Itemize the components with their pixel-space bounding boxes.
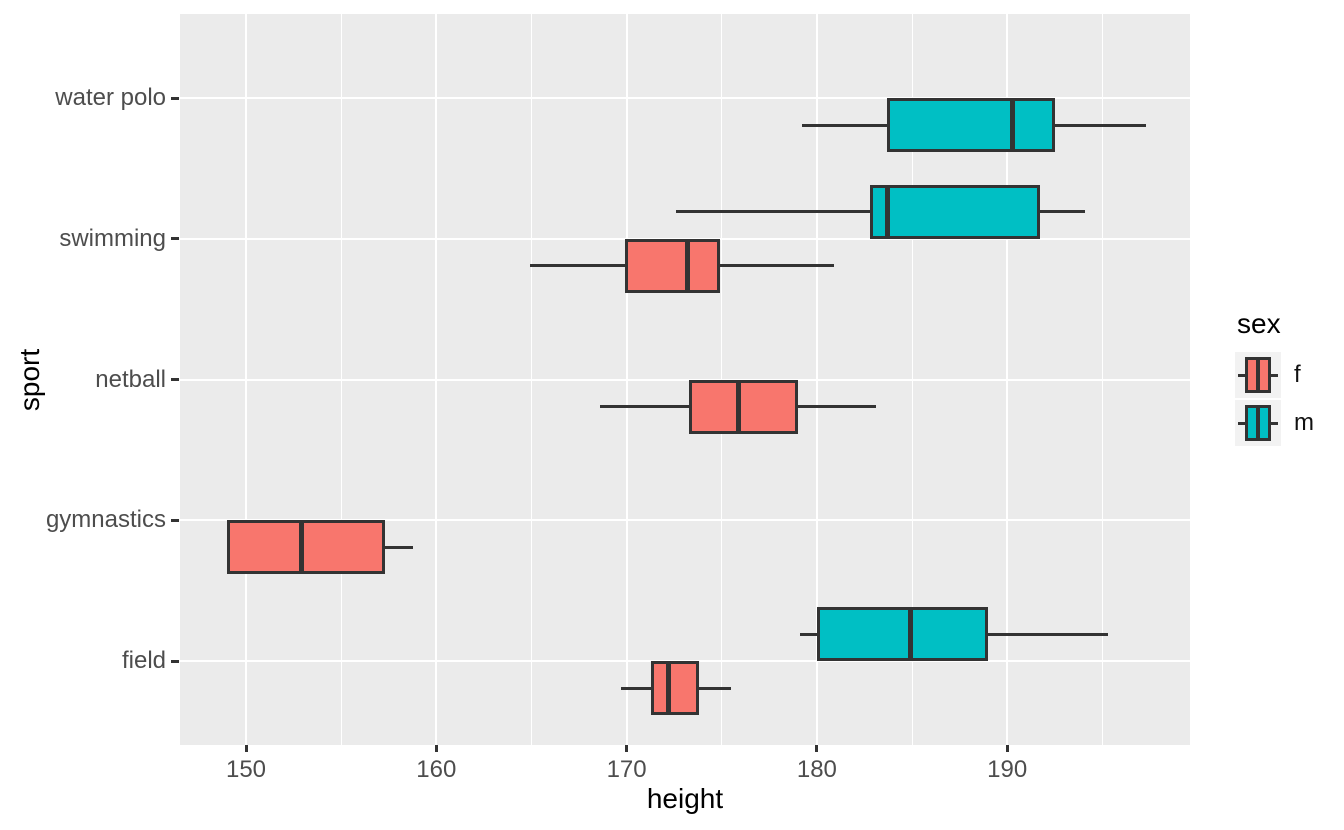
x-tick-label-190: 190 — [987, 756, 1028, 783]
median-line-water-polo-m — [1010, 100, 1016, 150]
x-tick-label-170: 170 — [606, 756, 647, 783]
median-line-field-m — [907, 609, 913, 659]
box-water-polo-m — [887, 98, 1055, 152]
x-tick-label-160: 160 — [416, 756, 457, 783]
median-line-field-f — [665, 663, 671, 713]
box-netball-f — [689, 379, 798, 434]
whisker-high-netball-f — [797, 405, 876, 408]
whisker-high-field-m — [988, 632, 1109, 636]
box-field-m — [816, 607, 989, 661]
y-tick-mark-field — [171, 659, 179, 663]
whisker-low-swimming-m — [676, 210, 871, 214]
y-tick-label-water-polo: water polo — [55, 84, 166, 111]
box-swimming-m — [870, 184, 1040, 239]
whisker-high-swimming-f — [719, 264, 835, 268]
whisker-low-swimming-f — [529, 264, 625, 268]
y-tick-label-netball: netball — [95, 365, 166, 393]
y-tick-label-gymnastics: gymnastics — [45, 506, 166, 534]
legend-glyph-median-m — [1256, 408, 1260, 438]
x-axis-title: height — [646, 783, 724, 814]
y-tick-mark-water-polo — [171, 96, 179, 100]
whisker-high-swimming-m — [1039, 210, 1086, 214]
median-line-gymnastics-f — [298, 522, 304, 573]
x-tick-mark-160 — [434, 745, 438, 752]
y-tick-mark-swimming — [171, 237, 179, 241]
whisker-high-gymnastics-f — [384, 545, 414, 549]
median-line-swimming-m — [884, 186, 890, 237]
legend-label-m: m — [1294, 409, 1314, 436]
major-gridline-y-gymnastics — [180, 519, 1190, 522]
x-tick-mark-180 — [815, 745, 819, 752]
legend-label-f: f — [1294, 361, 1301, 388]
plot-panel — [180, 14, 1190, 745]
box-swimming-f — [624, 238, 720, 293]
x-tick-mark-170 — [625, 745, 629, 752]
whisker-high-field-f — [698, 686, 732, 690]
y-tick-label-swimming: swimming — [59, 224, 166, 252]
x-tick-mark-150 — [244, 745, 248, 752]
whisker-low-netball-f — [599, 405, 690, 408]
median-line-swimming-f — [684, 240, 690, 291]
x-tick-mark-190 — [1005, 745, 1009, 752]
major-gridline-y-water-polo — [180, 97, 1190, 99]
x-axis-title-wrap: height — [535, 783, 835, 815]
median-line-netball-f — [736, 381, 742, 432]
legend-title: sex — [1237, 308, 1281, 339]
y-tick-mark-gymnastics — [171, 518, 179, 522]
whisker-high-water-polo-m — [1054, 123, 1147, 127]
box-gymnastics-f — [226, 520, 385, 575]
legend-key-m — [1235, 400, 1281, 446]
box-field-f — [651, 661, 699, 715]
major-gridline-y-netball — [180, 378, 1190, 381]
whisker-low-water-polo-m — [801, 123, 888, 127]
y-tick-label-field: field — [121, 647, 166, 674]
x-tick-label-150: 150 — [225, 756, 267, 783]
whisker-low-field-m — [799, 632, 817, 636]
x-tick-label-180: 180 — [796, 756, 837, 783]
legend-glyph-median-f — [1256, 360, 1260, 390]
whisker-low-field-f — [620, 686, 652, 690]
legend-key-f — [1235, 352, 1281, 398]
y-tick-mark-netball — [171, 378, 179, 381]
